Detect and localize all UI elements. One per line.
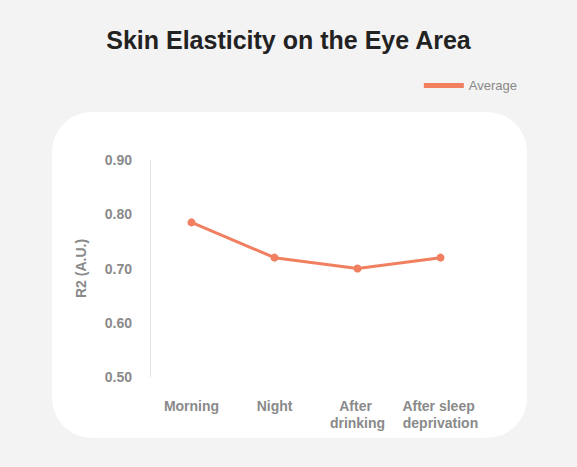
svg-text:After sleep: After sleep [402, 398, 478, 414]
svg-text:0.60: 0.60 [105, 315, 132, 331]
svg-text:R2 (A.U.): R2 (A.U.) [73, 239, 89, 298]
svg-text:0.70: 0.70 [105, 261, 132, 277]
svg-text:0.90: 0.90 [105, 152, 132, 168]
svg-text:After: After [339, 398, 376, 414]
svg-text:0.80: 0.80 [105, 206, 132, 222]
svg-text:drinking: drinking [330, 415, 385, 431]
svg-text:Average: Average [469, 78, 517, 93]
svg-text:Night: Night [257, 398, 293, 414]
svg-text:Morning: Morning [164, 398, 219, 414]
svg-text:deprivation: deprivation [403, 415, 478, 431]
svg-text:Skin Elasticity on the Eye Are: Skin Elasticity on the Eye Area [106, 26, 472, 54]
svg-text:0.50: 0.50 [105, 369, 132, 385]
